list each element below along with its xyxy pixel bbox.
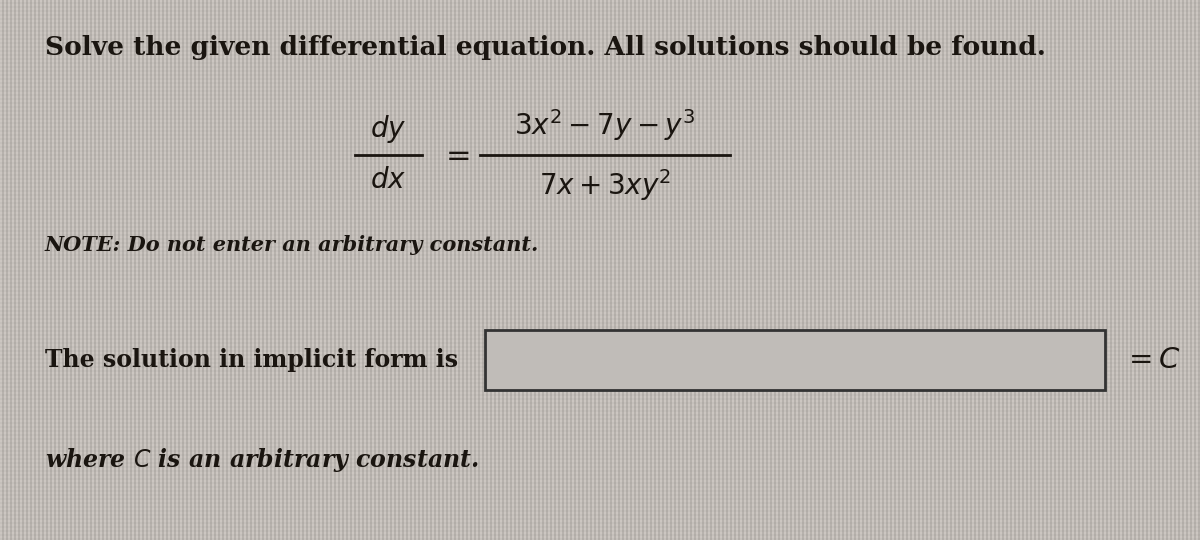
Text: $= C$: $= C$: [1123, 346, 1181, 375]
Text: where $C$ is an arbitrary constant.: where $C$ is an arbitrary constant.: [46, 446, 479, 474]
Text: $7x+3xy^2$: $7x+3xy^2$: [539, 167, 671, 203]
Text: NOTE: Do not enter an arbitrary constant.: NOTE: Do not enter an arbitrary constant…: [46, 235, 539, 255]
Text: $=$: $=$: [440, 139, 470, 171]
FancyBboxPatch shape: [485, 330, 1105, 390]
Text: Solve the given differential equation. All solutions should be found.: Solve the given differential equation. A…: [46, 35, 1046, 60]
Text: The solution in implicit form is: The solution in implicit form is: [46, 348, 458, 372]
Text: $dy$: $dy$: [370, 113, 406, 145]
Text: $3x^2-7y-y^3$: $3x^2-7y-y^3$: [515, 107, 696, 143]
Text: $dx$: $dx$: [370, 167, 406, 194]
